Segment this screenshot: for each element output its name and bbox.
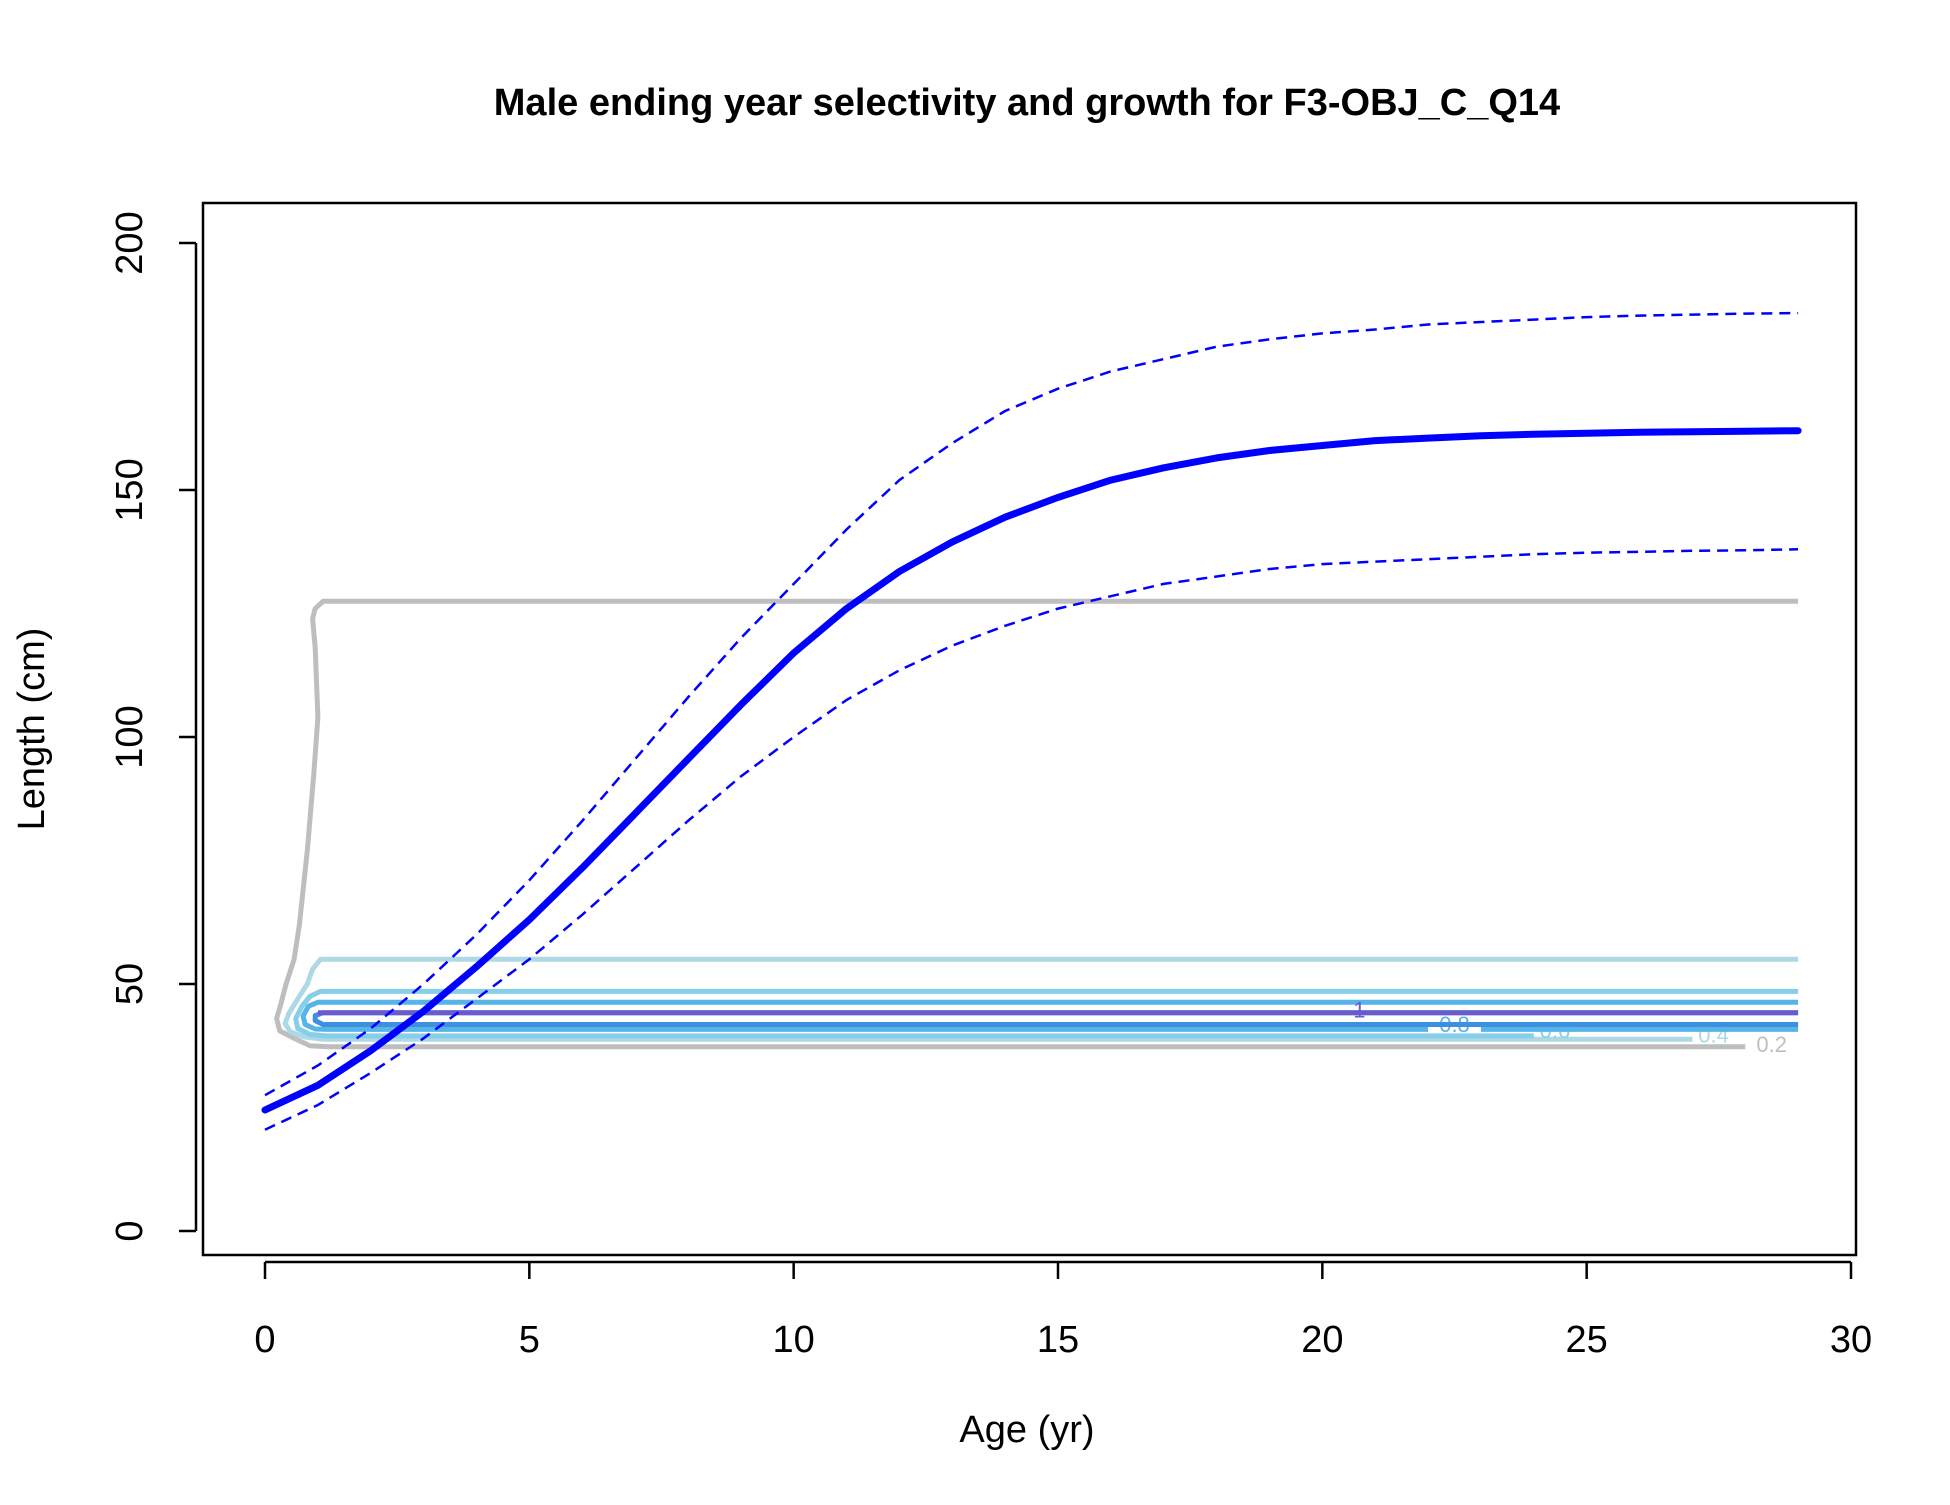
growth-lower-interval [264,548,1799,1131]
y-axis-label: Length (cm) [11,628,53,831]
contour-label: 0.2 [1756,1032,1787,1057]
contour-line-0-4 [282,956,1799,1042]
selectivity-contours: 0.20.40.60.81 [274,598,1799,1057]
chart-title: Male ending year selectivity and growth … [494,82,1560,124]
x-axis-label: Age (yr) [959,1409,1094,1451]
x-tick-label: 0 [254,1319,275,1361]
contour-line-0-2 [274,598,1799,1050]
contour-line-0-6 [293,988,1799,1039]
x-tick-label: 10 [773,1319,815,1361]
x-tick-label: 20 [1301,1319,1343,1361]
x-axis: 0 5 10 15 20 25 30 [254,1260,1872,1361]
y-tick-label: 50 [109,963,151,1005]
growth-mean-curve [261,427,1802,1114]
growth-upper-interval [264,311,1799,1097]
contour-line-0-8 [300,999,1799,1032]
plot-frame [201,201,1858,1257]
y-tick-label: 150 [109,458,151,521]
growth-curves [261,311,1802,1131]
y-tick-label: 100 [109,705,151,768]
y-tick-label: 0 [109,1220,151,1241]
x-tick-label: 5 [519,1319,540,1361]
contour-label: 1 [1353,998,1365,1023]
y-tick-label: 200 [109,211,151,274]
x-tick-label: 15 [1037,1319,1079,1361]
x-tick-label: 25 [1566,1319,1608,1361]
x-tick-label: 30 [1830,1319,1872,1361]
y-axis: 0 50 100 150 200 [109,211,198,1242]
